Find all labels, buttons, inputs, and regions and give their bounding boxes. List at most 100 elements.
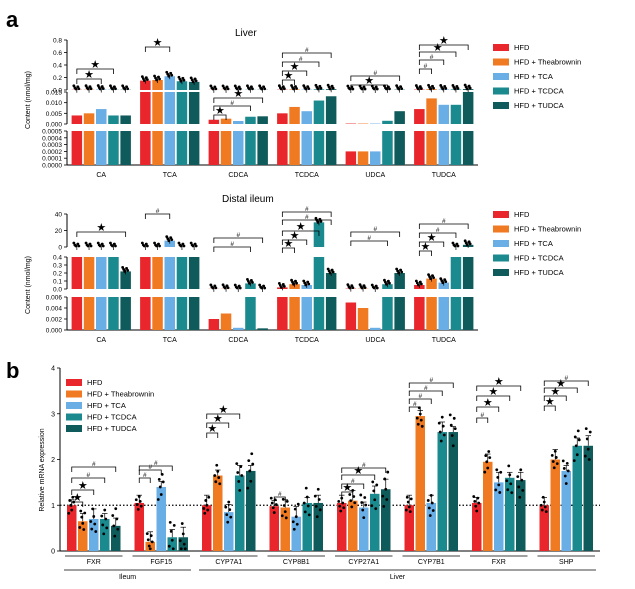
bar — [382, 120, 393, 124]
bar — [277, 131, 288, 165]
data-point — [338, 504, 342, 508]
bar — [483, 461, 493, 551]
significance-bracket — [408, 398, 432, 404]
data-point — [483, 470, 487, 474]
significance-marker: # — [236, 232, 240, 239]
data-point — [77, 244, 81, 248]
data-point — [155, 78, 158, 82]
significance-bracket — [138, 465, 173, 471]
significance-bracket — [418, 223, 469, 229]
y-tick-label: 0.0003 — [42, 142, 62, 149]
bar — [164, 297, 175, 330]
bar — [505, 477, 515, 551]
bar — [208, 131, 220, 165]
data-point — [540, 508, 544, 512]
bar — [208, 119, 220, 124]
bar — [120, 115, 131, 124]
data-point — [566, 469, 570, 473]
category-label: UDCA — [365, 337, 385, 344]
data-point — [101, 523, 105, 527]
data-point — [263, 87, 267, 91]
significance-bracket — [281, 239, 308, 245]
data-point — [80, 515, 84, 519]
significance-bracket — [206, 413, 241, 419]
bar — [370, 493, 380, 551]
bar — [394, 111, 405, 124]
bar — [345, 151, 357, 165]
category-label: CYP7A1 — [215, 559, 242, 566]
bar — [438, 297, 449, 330]
data-point — [147, 544, 151, 548]
bar — [213, 475, 223, 551]
significance-bracket — [138, 477, 151, 483]
data-point — [191, 80, 195, 84]
significance-marker: ★ — [427, 232, 437, 244]
bar — [357, 308, 369, 330]
data-point — [307, 282, 311, 286]
data-point — [81, 521, 85, 525]
data-point — [170, 73, 174, 77]
bar — [83, 113, 95, 124]
data-point — [353, 501, 357, 505]
significance-bracket — [408, 390, 443, 396]
category-label: CYP27A1 — [348, 559, 379, 566]
legend-label: HFD + TCA — [514, 239, 553, 248]
data-point — [179, 547, 183, 551]
liver-title: Liver — [235, 28, 257, 39]
data-point — [145, 78, 149, 82]
data-point — [498, 491, 502, 494]
data-point — [248, 282, 251, 285]
data-point — [406, 500, 410, 504]
data-point — [182, 78, 186, 82]
data-point — [202, 507, 206, 510]
data-point — [476, 496, 480, 500]
data-point — [363, 496, 367, 499]
significance-bracket — [71, 489, 95, 495]
bar — [359, 507, 369, 551]
bar — [394, 131, 405, 165]
data-point — [167, 239, 171, 243]
significance-bracket — [418, 250, 432, 256]
legend-swatch — [66, 425, 82, 432]
data-point — [542, 500, 546, 504]
data-point — [307, 513, 311, 517]
data-point — [554, 456, 558, 459]
legend-swatch — [66, 379, 82, 386]
data-point — [218, 482, 222, 486]
data-point — [485, 460, 489, 464]
category-label: CDCA — [228, 172, 248, 179]
bar — [426, 98, 437, 124]
data-point — [505, 479, 509, 483]
bar — [257, 131, 268, 165]
data-point — [416, 422, 420, 426]
data-point — [183, 547, 187, 551]
data-point — [371, 480, 375, 484]
data-point — [328, 271, 332, 275]
data-point — [427, 506, 431, 510]
significance-marker: # — [362, 462, 366, 469]
legend-mrna: HFD HFD + Theabrownin HFD + TCA HFD + TCDCA… — [66, 378, 154, 433]
data-point — [251, 281, 254, 284]
y-tick-label: 40 — [55, 212, 63, 219]
data-point — [539, 503, 543, 507]
bar — [208, 319, 220, 330]
bar — [108, 115, 119, 124]
y-tick-label: 0.0 — [53, 287, 62, 294]
bar — [152, 92, 163, 124]
significance-bracket — [281, 70, 308, 76]
data-point — [302, 501, 306, 505]
bar — [301, 111, 312, 124]
bar — [394, 273, 405, 289]
data-point — [486, 466, 490, 470]
data-point — [135, 503, 139, 506]
data-point — [94, 530, 98, 533]
bar — [325, 131, 337, 165]
y-tick-label: 0.0001 — [42, 156, 62, 163]
data-point — [291, 520, 295, 524]
data-point — [123, 87, 127, 91]
legend-swatch — [493, 225, 509, 233]
data-point — [453, 427, 457, 431]
significance-marker: ★ — [78, 480, 88, 492]
data-point — [541, 495, 545, 499]
bar — [382, 131, 393, 165]
